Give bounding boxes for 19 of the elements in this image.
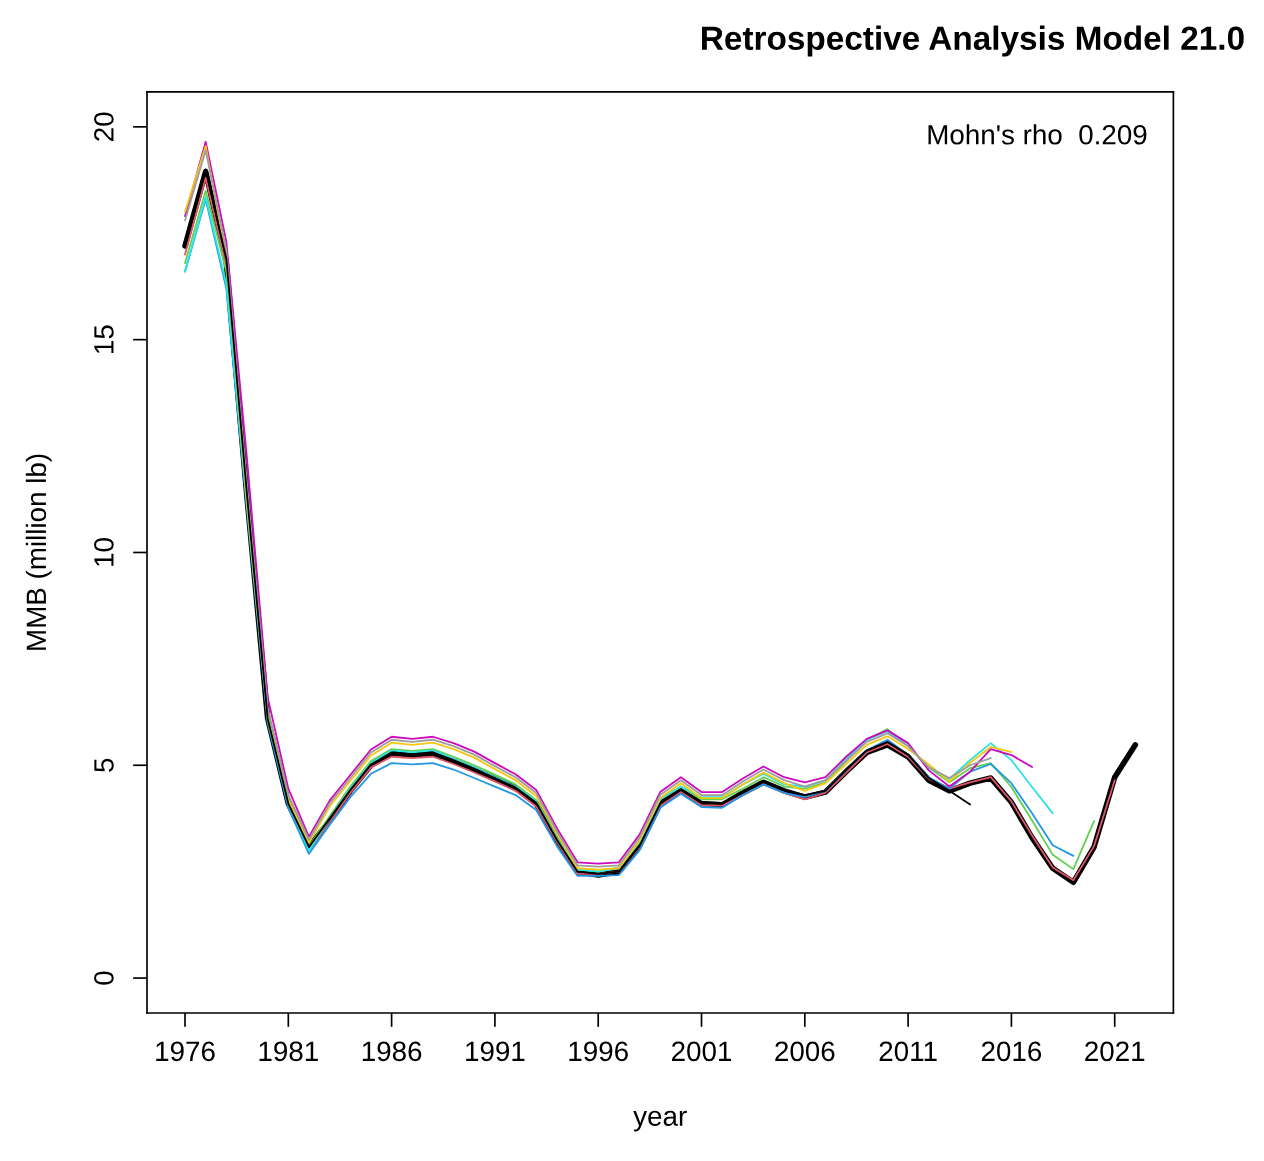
x-tick-label: 1996 bbox=[569, 1041, 628, 1062]
x-tick-label: 1981 bbox=[259, 1041, 318, 1062]
y-axis-title: MMB (million lb) bbox=[25, 454, 52, 650]
y-tick-label: 5 bbox=[94, 758, 114, 772]
x-tick-label: 2011 bbox=[879, 1041, 937, 1062]
x-tick-label: 2006 bbox=[775, 1041, 835, 1062]
x-tick-label: 1986 bbox=[362, 1041, 422, 1062]
x-axis-title: year bbox=[633, 1110, 687, 1132]
chart-title: Retrospective Analysis Model 21.0 bbox=[702, 25, 1244, 57]
x-tick-label: 2016 bbox=[981, 1041, 1042, 1062]
annotation: Mohn's rho 0.209 bbox=[928, 124, 1147, 145]
y-tick-label: 10 bbox=[94, 538, 114, 566]
y-tick-label: 15 bbox=[94, 325, 114, 353]
x-tick-label: 2001 bbox=[672, 1041, 732, 1062]
x-tick-label: 1976 bbox=[156, 1041, 215, 1062]
x-tick-label: 2021 bbox=[1085, 1041, 1145, 1062]
x-tick-label: 1991 bbox=[466, 1041, 525, 1062]
y-tick-label: 0 bbox=[94, 971, 114, 985]
y-tick-label: 20 bbox=[94, 112, 114, 141]
